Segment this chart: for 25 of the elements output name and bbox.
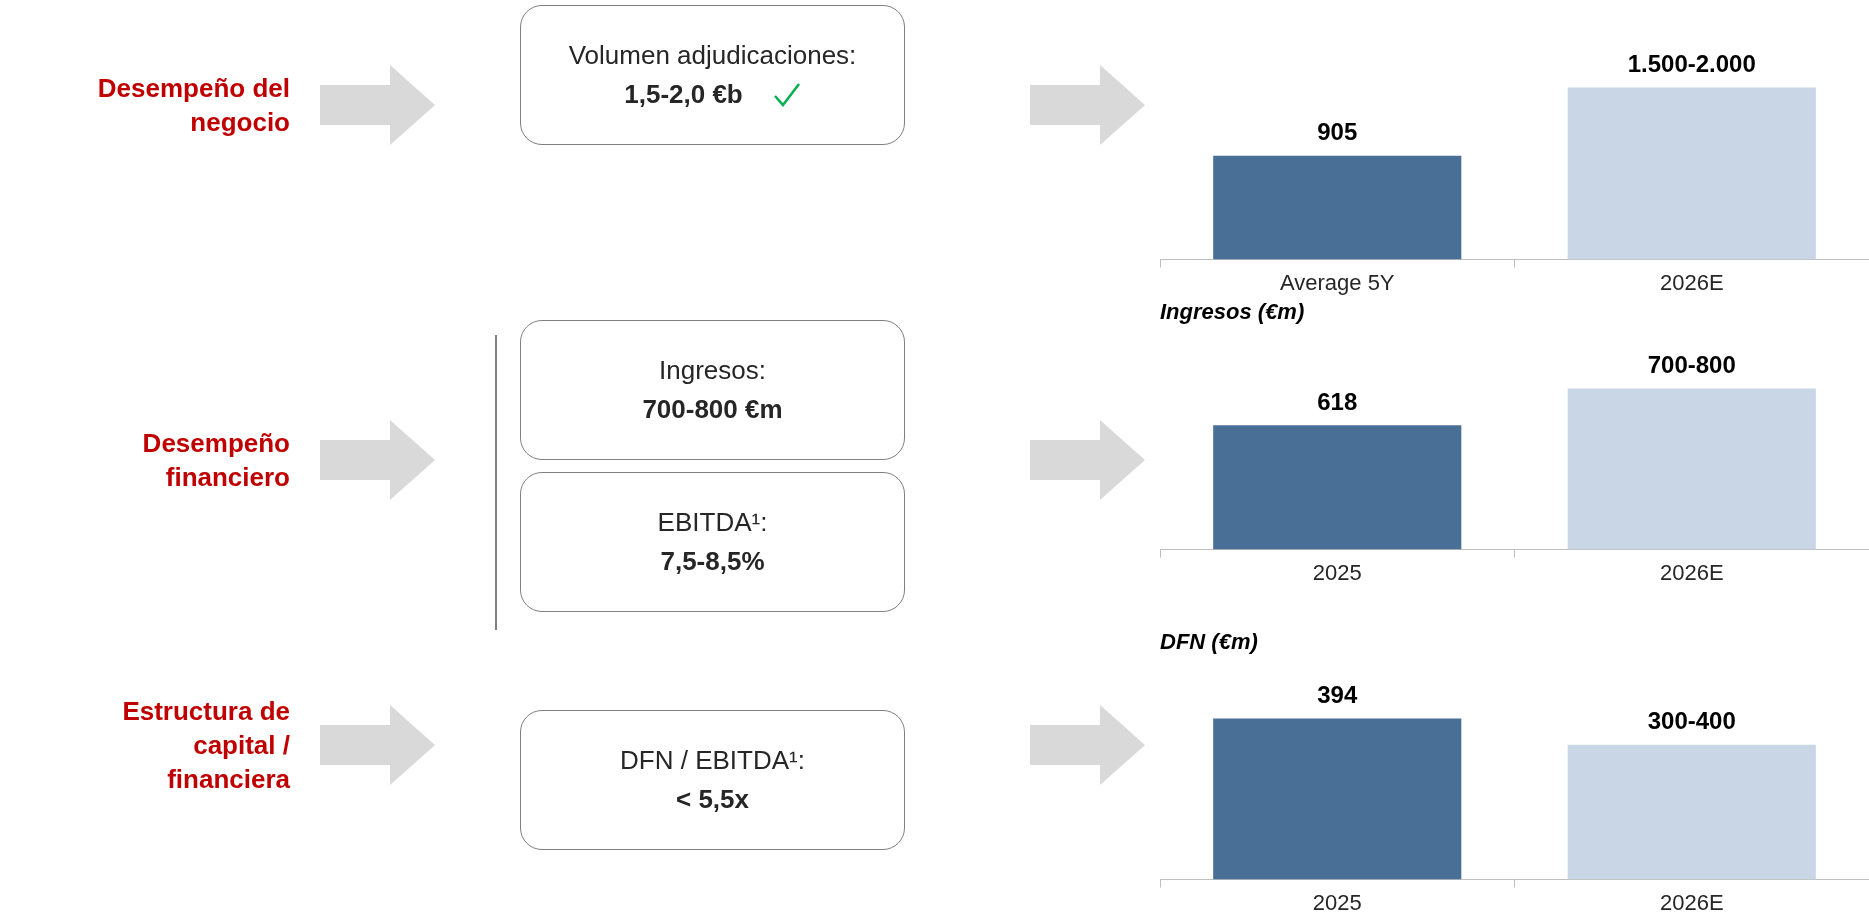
data-label: 905 [1317, 118, 1358, 146]
data-label: 618 [1317, 387, 1358, 415]
x-tick-label: 2025 [1312, 559, 1362, 585]
data-label: 1.500-2.000 [1627, 50, 1756, 78]
x-tick-label: 2025 [1312, 889, 1362, 913]
data-label: 394 [1317, 681, 1358, 709]
text: Estructura de capital / financiera [121, 695, 290, 796]
x-tick-label: Average 5Y [1279, 269, 1395, 295]
text: Desempeño del negocio [96, 72, 290, 139]
text: 700-800 €m [642, 394, 783, 425]
text: 1,5-2,0 €b [624, 79, 743, 110]
x-tick-label: 2026E [1659, 269, 1724, 295]
x-tick-label: 2026E [1659, 559, 1724, 585]
text: Volumen adjudicaciones: [568, 40, 857, 71]
text: EBITDA¹: [657, 507, 768, 538]
text: 7,5-8,5% [660, 546, 765, 577]
text: Ingresos: [659, 355, 766, 386]
text: < 5,5x [675, 784, 749, 815]
text: Desempeño financiero [141, 427, 290, 494]
text: DFN / EBITDA¹: [620, 745, 805, 776]
data-label: 300-400 [1647, 707, 1736, 735]
chart-title: Ingresos (€m) [1160, 299, 1305, 325]
chart-title: DFN (€m) [1160, 629, 1258, 655]
data-label: 700-800 [1647, 351, 1736, 379]
x-tick-label: 2026E [1659, 889, 1724, 913]
